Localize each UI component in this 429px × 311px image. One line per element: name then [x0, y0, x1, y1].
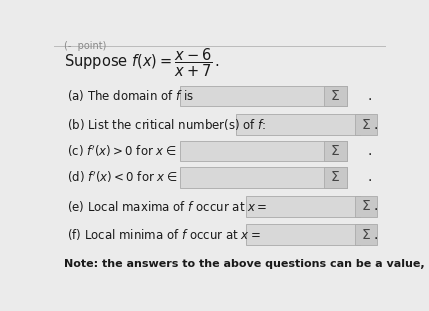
Text: .: . [367, 89, 372, 103]
Text: .: . [374, 228, 378, 242]
FancyBboxPatch shape [246, 196, 360, 216]
Text: $\Sigma$: $\Sigma$ [361, 228, 371, 242]
FancyBboxPatch shape [324, 141, 347, 161]
Text: (d) $f'(x) < 0$ for $x \in$: (d) $f'(x) < 0$ for $x \in$ [67, 170, 177, 185]
Text: $\Sigma$: $\Sigma$ [330, 89, 340, 103]
FancyBboxPatch shape [246, 225, 360, 245]
Text: .: . [367, 144, 372, 158]
FancyBboxPatch shape [355, 196, 377, 216]
Text: Suppose $f(x) = \dfrac{x-6}{x+7}\,.$: Suppose $f(x) = \dfrac{x-6}{x+7}\,.$ [63, 46, 219, 79]
Text: (b) List the critical number(s) of $f$:: (b) List the critical number(s) of $f$: [67, 117, 266, 132]
Text: $\Sigma$: $\Sigma$ [361, 118, 371, 132]
Text: $\Sigma$: $\Sigma$ [330, 170, 340, 184]
FancyBboxPatch shape [180, 86, 347, 106]
Text: (e) Local maxima of $f$ occur at $x =$: (e) Local maxima of $f$ occur at $x =$ [67, 199, 267, 214]
FancyBboxPatch shape [324, 86, 347, 106]
FancyBboxPatch shape [355, 225, 377, 245]
Text: $\Sigma$: $\Sigma$ [330, 144, 340, 158]
Text: (-  point): (- point) [63, 41, 106, 51]
Text: .: . [374, 199, 378, 213]
Text: (c) $f'(x) > 0$ for $x \in$: (c) $f'(x) > 0$ for $x \in$ [67, 143, 176, 159]
Text: .: . [367, 170, 372, 184]
Text: $\Sigma$: $\Sigma$ [361, 199, 371, 213]
Text: (f) Local minima of $f$ occur at $x =$: (f) Local minima of $f$ occur at $x =$ [67, 227, 261, 242]
FancyBboxPatch shape [355, 114, 377, 135]
FancyBboxPatch shape [180, 141, 347, 161]
Text: (a) The domain of $f$ is: (a) The domain of $f$ is [67, 89, 194, 104]
FancyBboxPatch shape [324, 167, 347, 188]
Text: Note: the answers to the above questions can be a value, a list of values, an in: Note: the answers to the above questions… [63, 259, 429, 269]
Text: .: . [374, 118, 378, 132]
FancyBboxPatch shape [236, 114, 360, 135]
FancyBboxPatch shape [180, 167, 347, 188]
